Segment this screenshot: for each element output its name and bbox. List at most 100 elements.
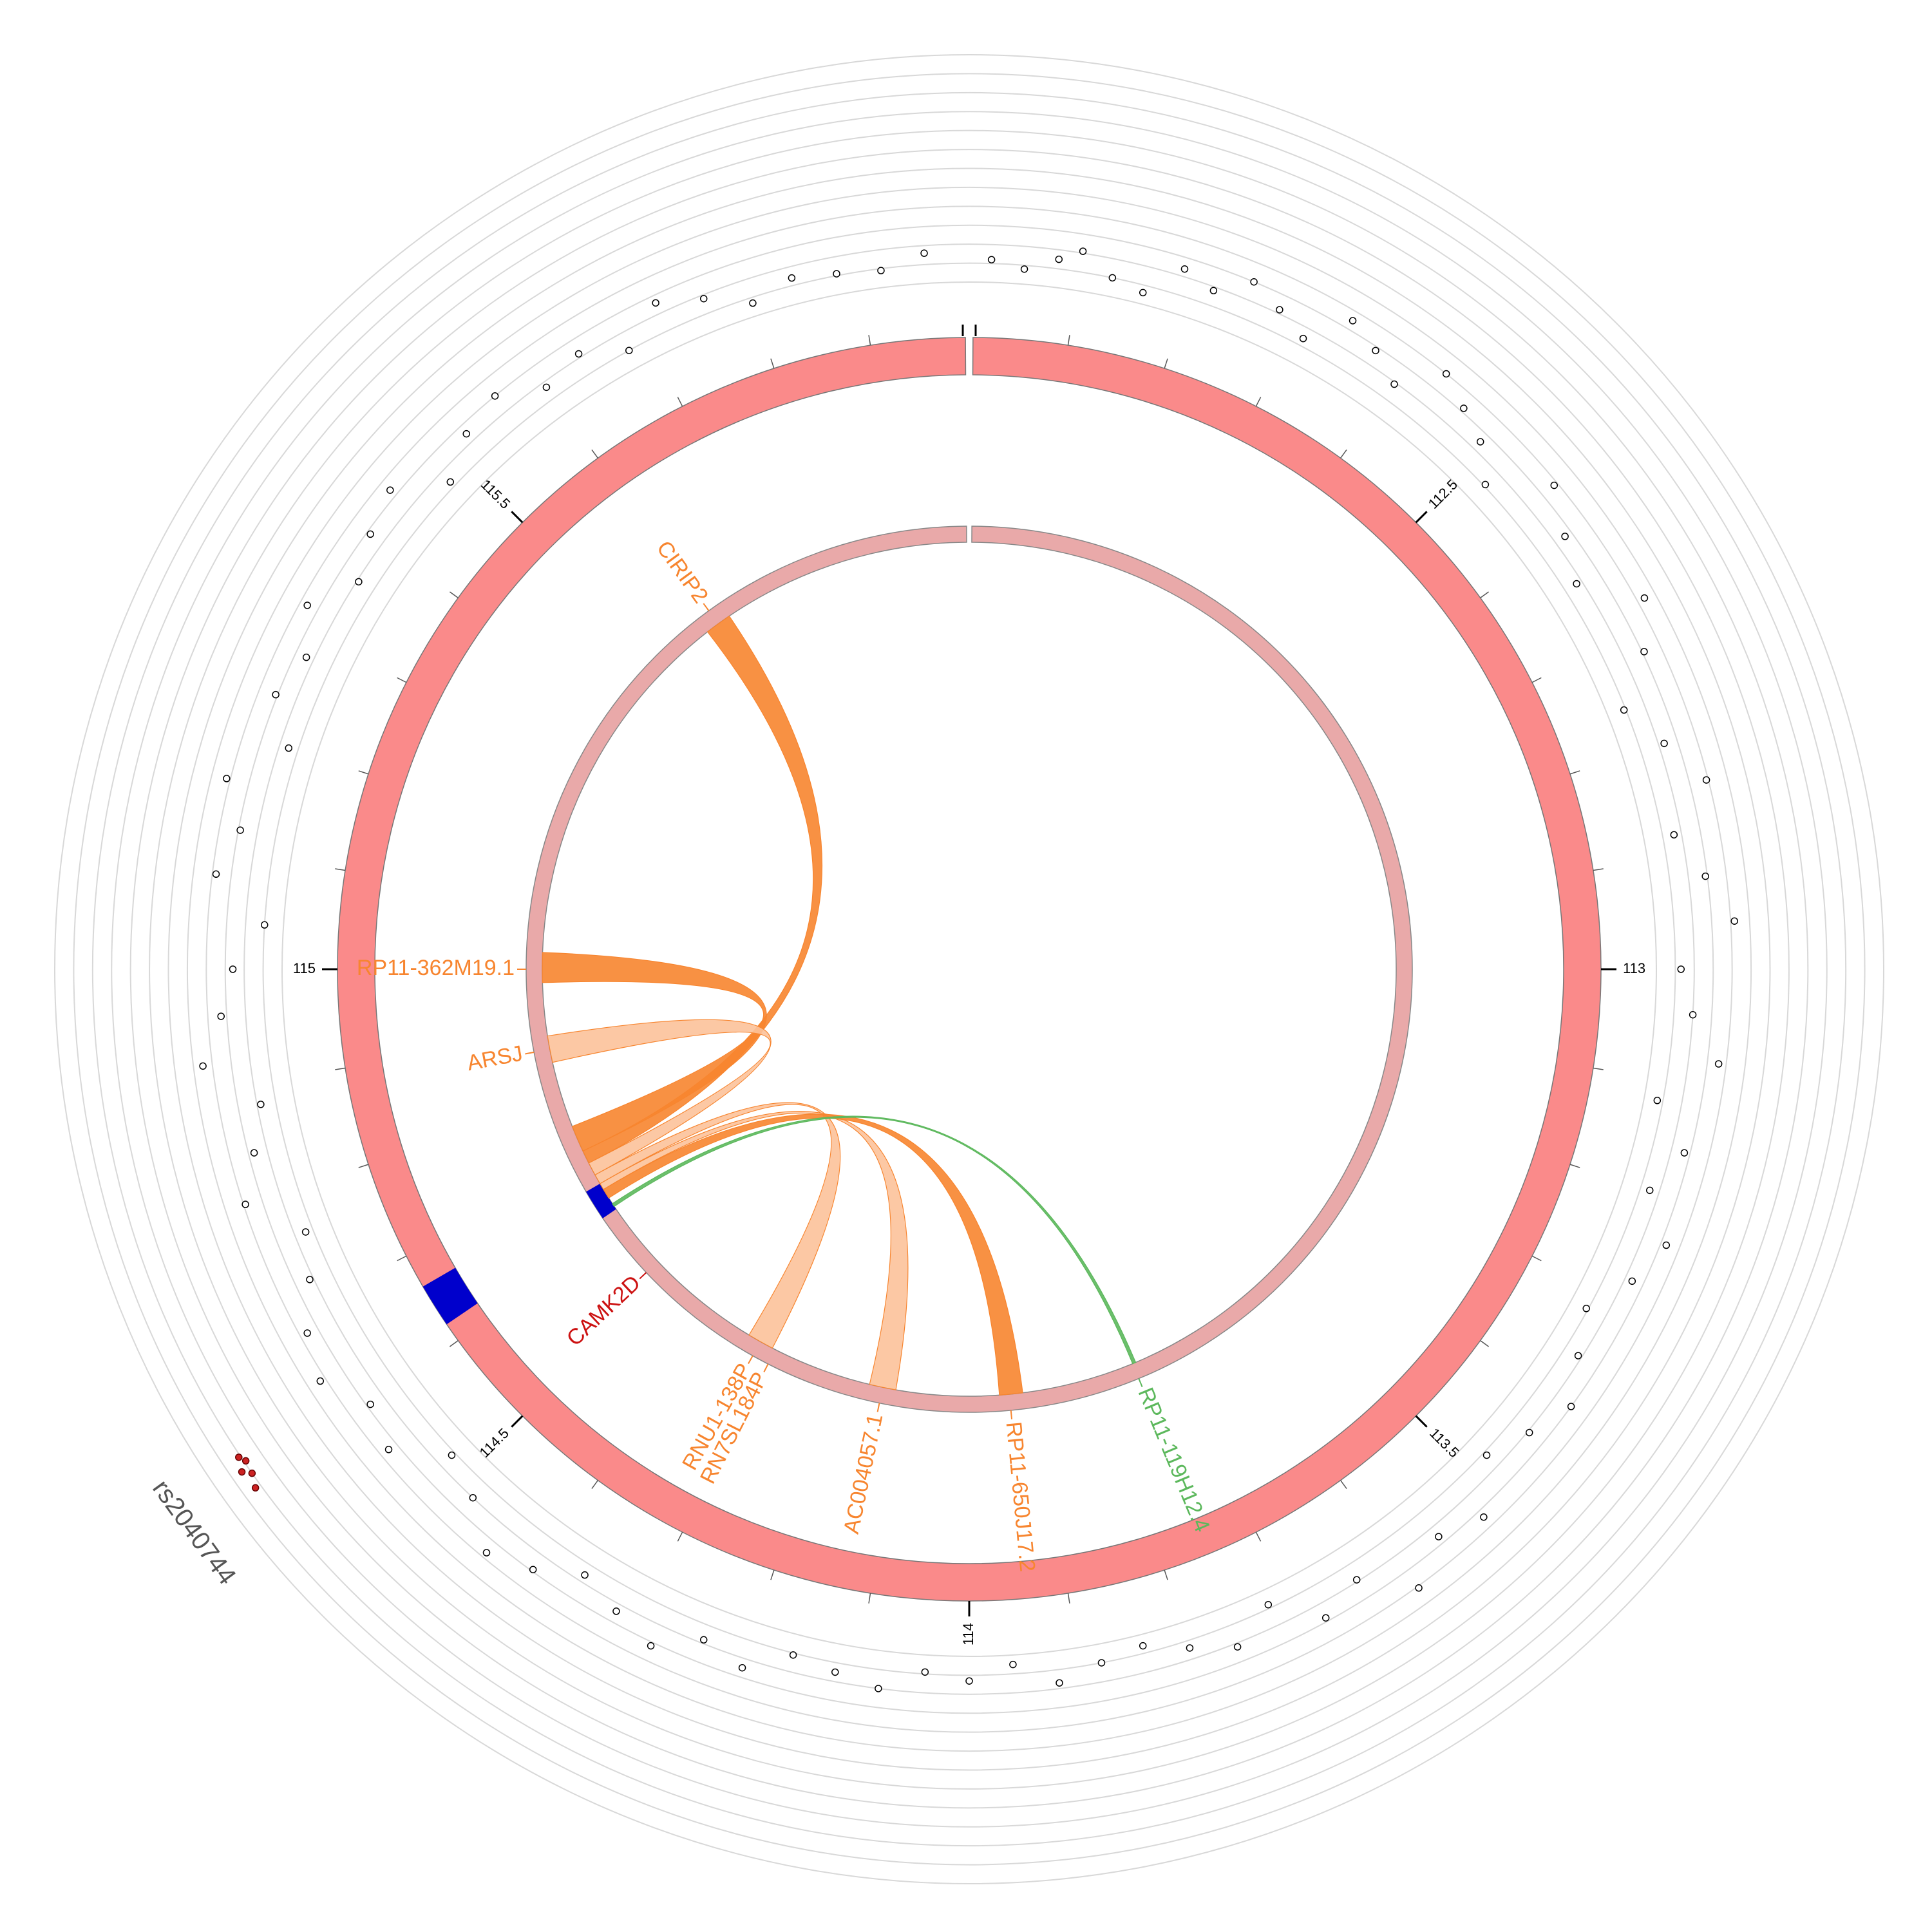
snp-point <box>1574 1352 1582 1359</box>
snp-point <box>1321 1614 1330 1622</box>
snp-point <box>355 578 363 586</box>
minor-tick <box>1164 358 1168 369</box>
gene-label: RP11-362M19.1 <box>357 956 515 980</box>
snp-point <box>384 1446 393 1454</box>
snp-point <box>217 1012 225 1020</box>
snp-point <box>251 1484 260 1492</box>
link-ribbon <box>547 1019 772 1176</box>
snp-point <box>647 1642 655 1650</box>
minor-tick <box>1569 1164 1580 1168</box>
snp-point <box>301 1228 310 1236</box>
snp-point <box>789 1651 797 1659</box>
gene-tick <box>1138 1378 1143 1387</box>
gene-tick <box>1010 1410 1013 1419</box>
snp-point <box>1525 1428 1533 1437</box>
minor-tick <box>1164 1569 1168 1580</box>
snp-point <box>1481 480 1490 489</box>
minor-tick <box>591 449 598 459</box>
snp-point <box>238 1468 246 1476</box>
snp-point <box>1670 831 1678 838</box>
snp-point <box>1628 1277 1636 1285</box>
major-tick <box>511 1415 524 1428</box>
snp-point <box>491 392 499 400</box>
snp-point <box>272 690 279 699</box>
grid-circle <box>73 73 1866 1866</box>
snp-point <box>1352 1576 1361 1584</box>
snp-point <box>1640 594 1649 602</box>
snp-point <box>236 826 244 834</box>
snp-point <box>462 430 470 438</box>
snp-point <box>223 775 231 782</box>
snp-point <box>1349 317 1357 325</box>
x-tick-label: 112.5 <box>1425 476 1461 511</box>
snp-point <box>446 478 455 486</box>
snp-point <box>260 921 269 929</box>
minor-tick <box>397 1255 407 1262</box>
gene-tick <box>703 603 710 611</box>
minor-tick <box>449 1340 459 1347</box>
snp-point <box>386 486 394 494</box>
snp-point <box>1482 1451 1491 1459</box>
snp-point <box>788 274 796 282</box>
grid-circle <box>186 186 1752 1752</box>
x-tick-label: 115.5 <box>478 476 513 511</box>
grid-circle <box>243 243 1695 1695</box>
snp-point <box>1680 1149 1689 1157</box>
grid-circle <box>149 149 1790 1790</box>
snp-point <box>738 1663 746 1672</box>
snp-point <box>1653 1097 1662 1104</box>
snp-point <box>1640 648 1648 656</box>
snp-point <box>1442 370 1450 378</box>
snp-point <box>1250 278 1258 286</box>
snp-point <box>1233 1643 1242 1651</box>
major-tick <box>1415 511 1428 524</box>
snp-point <box>248 1469 256 1477</box>
minor-tick <box>591 1480 598 1490</box>
minor-tick <box>1067 335 1070 346</box>
snp-point <box>1702 776 1710 784</box>
gene-label: RP11-119H12.4 <box>1133 1384 1214 1535</box>
snp-point <box>250 1149 258 1157</box>
minor-tick <box>397 677 407 683</box>
snp-point <box>199 1062 207 1070</box>
gene-label: CAMK2D <box>562 1271 645 1351</box>
link-ribbon <box>594 1102 841 1349</box>
minor-tick <box>1340 1480 1347 1490</box>
snp-point <box>699 294 708 303</box>
link-ribbon <box>542 952 767 1152</box>
minor-tick <box>358 1164 369 1168</box>
snp-point <box>303 1329 311 1337</box>
snp-point <box>877 267 885 274</box>
minor-tick <box>449 591 459 598</box>
snp-point <box>1677 965 1685 973</box>
snp-point <box>699 1636 708 1644</box>
snp-point <box>366 1400 374 1408</box>
snp-point <box>1276 306 1283 314</box>
snp-point <box>529 1566 537 1573</box>
snp-point <box>1108 274 1117 282</box>
link-ribbon <box>612 1115 1137 1365</box>
snp-point <box>1372 346 1379 355</box>
minor-tick <box>1593 1067 1604 1070</box>
snp-point <box>1714 1060 1723 1068</box>
snp-annotation: rs2040744 <box>147 1475 242 1590</box>
minor-tick <box>770 1569 775 1580</box>
snp-point <box>242 1200 249 1208</box>
snp-point <box>1056 1679 1063 1687</box>
snp-point <box>1209 287 1218 295</box>
snp-point <box>316 1377 325 1385</box>
snp-point <box>1009 1660 1017 1669</box>
minor-tick <box>358 770 369 775</box>
minor-tick <box>1569 770 1580 775</box>
grid-circle <box>224 224 1714 1714</box>
minor-tick <box>868 1593 871 1604</box>
grid-circle <box>129 129 1809 1809</box>
snp-point <box>229 965 237 973</box>
minor-tick <box>1340 449 1347 459</box>
snp-point <box>1561 533 1569 540</box>
snp-point <box>366 530 374 538</box>
snp-point <box>1079 247 1087 255</box>
snp-point <box>965 1677 973 1685</box>
